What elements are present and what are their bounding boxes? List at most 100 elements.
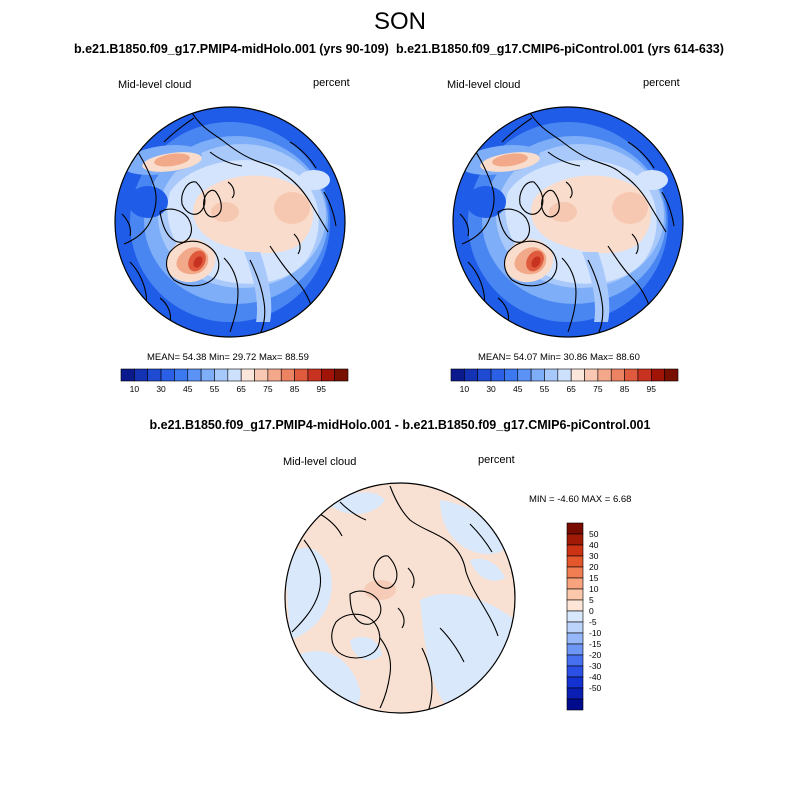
panel2-colorbar-swatch — [504, 368, 519, 382]
panel2-map-border — [452, 106, 684, 338]
panel1-map-border — [114, 106, 346, 338]
panel3-colorbar-tick-label: -10 — [589, 628, 602, 638]
panel3-colorbar-tick-label: 5 — [589, 595, 594, 605]
panel3-variable-label: Mid-level cloud — [283, 456, 357, 468]
figure-title: SON — [373, 8, 426, 35]
panel3-colorbar-swatch — [566, 676, 584, 689]
panel3-colorbar-tick-label: -15 — [589, 639, 602, 649]
panel3-title: b.e21.B1850.f09_g17.PMIP4-midHolo.001 - … — [149, 418, 651, 432]
panel3-colorbar-swatch — [566, 654, 584, 667]
panel1-colorbar-tick-label: 65 — [236, 384, 246, 394]
panel1-colorbar-swatch — [280, 368, 295, 382]
panel3-colorbar-swatch — [566, 687, 584, 700]
panel3-colorbar-tick-label: 30 — [589, 551, 599, 561]
panel3-colorbar-swatch — [566, 566, 584, 579]
panel3-colorbar-tick-label: 20 — [589, 562, 599, 572]
panel2-colorbar-swatch — [490, 368, 505, 382]
panel1-colorbar-swatch — [214, 368, 229, 382]
panel3-map — [285, 483, 515, 713]
panel1-colorbar-swatch — [254, 368, 269, 382]
panel2-colorbar: 10 30 45 55 65 75 85 95 — [450, 368, 679, 394]
panel3-colorbar-swatch — [566, 621, 584, 634]
panel1-stats: MEAN= 54.38 Min= 29.72 Max= 88.59 — [147, 352, 309, 363]
panel3-colorbar-tick-label: 10 — [589, 584, 599, 594]
panel3-map-border — [284, 482, 516, 714]
panel2-colorbar-tick-label: 30 — [486, 384, 496, 394]
panel1-colorbar-tick-label: 55 — [210, 384, 220, 394]
panel2-colorbar-swatch — [624, 368, 639, 382]
panel3-colorbar-swatch — [566, 665, 584, 678]
panel2-colorbar-swatch — [570, 368, 585, 382]
panel3-colorbar-tick-label: -50 — [589, 683, 602, 693]
panel1-colorbar-tick-label: 75 — [263, 384, 273, 394]
panel1-variable-label: Mid-level cloud — [118, 79, 192, 91]
panel3-colorbar-swatch — [566, 599, 584, 612]
panel1-units-label: percent — [313, 77, 350, 89]
panel1-map — [115, 107, 345, 337]
panel1-colorbar-swatch — [267, 368, 282, 382]
panel1-colorbar-swatch — [294, 368, 309, 382]
panel2-colorbar-swatch — [544, 368, 559, 382]
panel3-stats: MIN = -4.60 MAX = 6.68 — [529, 494, 632, 505]
panel2-colorbar-swatch — [557, 368, 572, 382]
panel2-title: b.e21.B1850.f09_g17.CMIP6-piControl.001 … — [396, 42, 724, 56]
panel1-colorbar-swatch — [227, 368, 242, 382]
panel2-colorbar-swatch — [477, 368, 492, 382]
panel2-colorbar-tick-label: 55 — [540, 384, 550, 394]
panel1-colorbar-swatch — [334, 368, 349, 382]
panel1-colorbar-swatch — [134, 368, 149, 382]
panel3-colorbar-swatch — [566, 643, 584, 656]
panel3-units-label: percent — [478, 454, 515, 466]
panel3-colorbar-tick-label: -5 — [589, 617, 597, 627]
panel2-colorbar-tick-label: 75 — [593, 384, 603, 394]
panel2-units-label: percent — [643, 77, 680, 89]
panel2-colorbar-tick-label: 95 — [647, 384, 657, 394]
panel1-colorbar-swatch — [240, 368, 255, 382]
panel3-colorbar-tick-label: 50 — [589, 529, 599, 539]
panel3-colorbar-tick-label: -20 — [589, 650, 602, 660]
panel1-colorbar-swatch — [187, 368, 202, 382]
panel1-colorbar-tick-label: 45 — [183, 384, 193, 394]
panel2-colorbar-swatch — [610, 368, 625, 382]
panel1-colorbar-tick-label: 95 — [317, 384, 327, 394]
panel2-stats: MEAN= 54.07 Min= 30.86 Max= 88.60 — [478, 352, 640, 363]
panel1-colorbar-swatch — [174, 368, 189, 382]
panel2-colorbar-swatch — [597, 368, 612, 382]
panel1-colorbar-tick-label: 85 — [290, 384, 300, 394]
panel2-colorbar-tick-label: 85 — [620, 384, 630, 394]
panel2-colorbar-tick-label: 65 — [566, 384, 576, 394]
panel1-title: b.e21.B1850.f09_g17.PMIP4-midHolo.001 (y… — [74, 42, 389, 56]
panel2-map — [453, 107, 683, 337]
panel2-colorbar-swatch — [530, 368, 545, 382]
panel1-colorbar-swatch — [120, 368, 135, 382]
panel1-colorbar-tick-label: 10 — [130, 384, 140, 394]
panel2-variable-label: Mid-level cloud — [447, 79, 521, 91]
panel3-colorbar-swatch — [566, 588, 584, 601]
panel2-colorbar-swatch — [664, 368, 679, 382]
panel2-colorbar-swatch — [650, 368, 665, 382]
panel3-colorbar-tick-label: -40 — [589, 672, 602, 682]
panel2-colorbar-tick-label: 45 — [513, 384, 523, 394]
panel3-colorbar-swatch — [566, 577, 584, 590]
panel3-colorbar-tick-label: 15 — [589, 573, 599, 583]
panel1-colorbar-swatch — [320, 368, 335, 382]
panel3-colorbar-tick-label: -30 — [589, 661, 602, 671]
panel3-colorbar-swatch — [566, 632, 584, 645]
panel1-colorbar-swatch — [200, 368, 215, 382]
panel2-colorbar-swatch — [450, 368, 465, 382]
panel2-colorbar-tick-label: 10 — [460, 384, 470, 394]
panel3-colorbar-swatch — [566, 610, 584, 623]
panel2-colorbar-swatch — [584, 368, 599, 382]
panel2-colorbar-swatch — [637, 368, 652, 382]
panel2-colorbar-swatch — [517, 368, 532, 382]
panel3-colorbar-swatch — [566, 544, 584, 557]
panel1-colorbar-swatch — [147, 368, 162, 382]
panel3-colorbar-swatch — [566, 533, 584, 546]
panel3-colorbar-swatch — [566, 522, 584, 535]
panel1-colorbar: 10 30 45 55 65 75 85 95 — [120, 368, 349, 394]
panel1-colorbar-swatch — [307, 368, 322, 382]
panel3-colorbar-swatch — [566, 698, 584, 711]
panel1-colorbar-tick-label: 30 — [156, 384, 166, 394]
panel3-colorbar-swatch — [566, 555, 584, 568]
